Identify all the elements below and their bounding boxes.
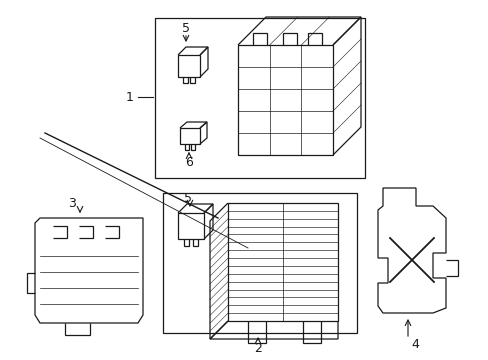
Text: 5: 5 <box>182 22 190 35</box>
Text: 5: 5 <box>183 192 192 204</box>
Text: 1: 1 <box>126 90 134 104</box>
Text: 2: 2 <box>254 342 262 355</box>
Text: 3: 3 <box>68 197 76 210</box>
Text: 6: 6 <box>184 156 193 168</box>
Text: 4: 4 <box>410 338 418 351</box>
